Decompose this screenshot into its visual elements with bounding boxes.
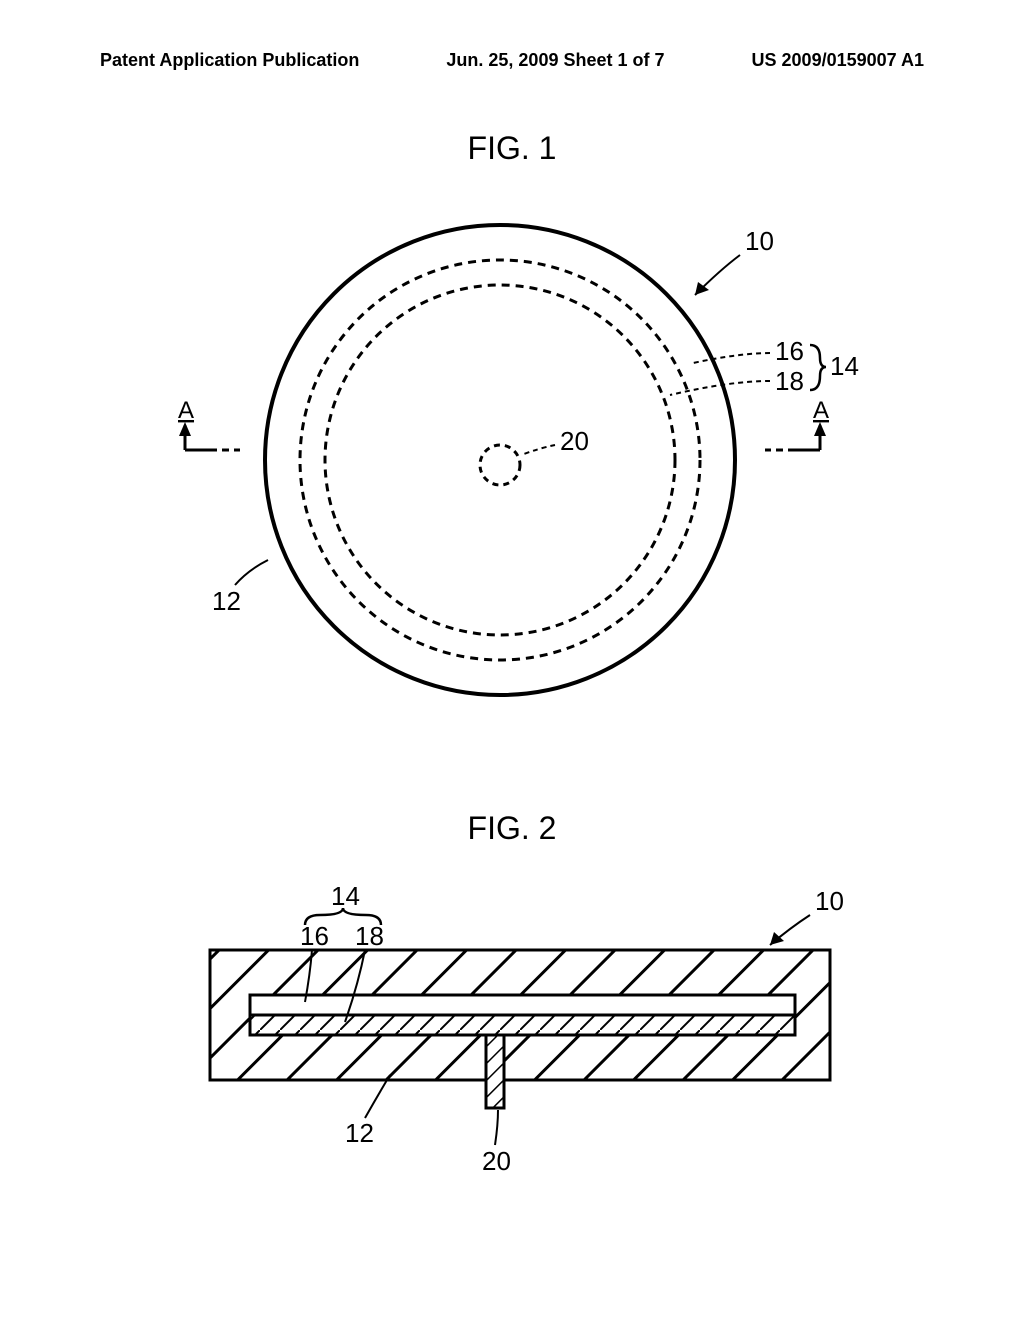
label-20-group: 20 [521, 426, 589, 456]
section-a-label-left: A [178, 397, 194, 424]
header-left: Patent Application Publication [100, 50, 359, 71]
fig1-svg: A A 10 12 16 [0, 190, 1024, 750]
label-10-group: 10 [695, 226, 774, 295]
layer-18 [250, 1015, 795, 1035]
fig2-label-20: 20 [482, 1146, 511, 1176]
label-14-group: 14 [810, 345, 859, 390]
label-20: 20 [560, 426, 589, 456]
label-18-group: 18 [670, 366, 804, 396]
dashed-circle-18 [325, 285, 675, 635]
fig2-label-16: 16 [300, 921, 329, 951]
header-right: US 2009/0159007 A1 [752, 50, 924, 71]
fig1-container: A A 10 12 16 [0, 190, 1024, 755]
pin-20 [486, 1035, 504, 1108]
fig2-label-14-group: 14 [305, 881, 381, 925]
label-12: 12 [212, 586, 241, 616]
layer-16 [250, 995, 795, 1015]
label-10: 10 [745, 226, 774, 256]
label-18: 18 [775, 366, 804, 396]
fig2-label-10-group: 10 [770, 886, 844, 945]
fig2-title: FIG. 2 [468, 810, 557, 847]
section-a-label-right: A [813, 397, 829, 424]
header-center: Jun. 25, 2009 Sheet 1 of 7 [446, 50, 664, 71]
label-16: 16 [775, 336, 804, 366]
fig2-svg: 10 14 16 18 12 20 [0, 870, 1024, 1190]
fig2-label-14: 14 [331, 881, 360, 911]
label-12-group: 12 [212, 560, 268, 616]
fig2-label-12-group: 12 [345, 1075, 390, 1148]
fig2-label-10: 10 [815, 886, 844, 916]
patent-header: Patent Application Publication Jun. 25, … [0, 50, 1024, 71]
label-14: 14 [830, 351, 859, 381]
section-marker-left: A [178, 397, 240, 450]
dashed-circle-16 [300, 260, 700, 660]
outer-circle [265, 225, 735, 695]
fig1-title: FIG. 1 [468, 130, 557, 167]
section-marker-right: A [765, 397, 829, 450]
fig2-label-12: 12 [345, 1118, 374, 1148]
fig2-label-20-group: 20 [482, 1110, 511, 1176]
center-circle-20 [480, 445, 520, 485]
fig2-container: 10 14 16 18 12 20 [0, 870, 1024, 1195]
fig2-label-18: 18 [355, 921, 384, 951]
